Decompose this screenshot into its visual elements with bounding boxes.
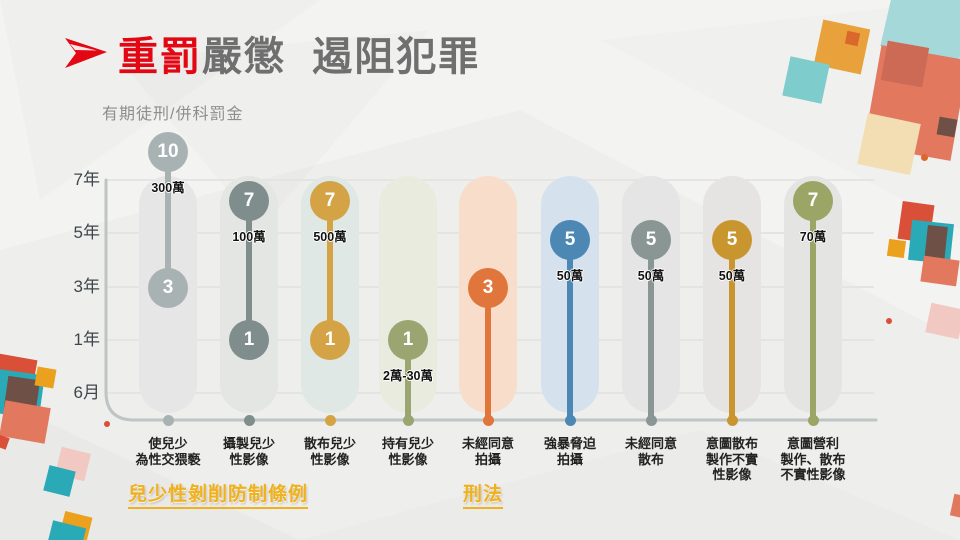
group-label-act: 兒少性剝削防制條例 xyxy=(118,479,318,509)
y-tick-label: 5年 xyxy=(73,223,100,242)
category-label: 持有兒少 性影像 xyxy=(360,436,456,467)
category-label: 未經同意 拍攝 xyxy=(440,436,536,467)
baseline-dot xyxy=(726,414,738,426)
decor-dot xyxy=(886,318,892,324)
fine-label: 50萬 xyxy=(718,269,746,283)
baseline-dot xyxy=(402,414,414,426)
y-tick-label: 1年 xyxy=(73,330,100,349)
column-stem xyxy=(327,201,333,340)
title-emphasis: 重罰 xyxy=(118,35,202,79)
fine-label: 50萬 xyxy=(637,269,665,283)
fine-label: 500萬 xyxy=(313,230,347,244)
max-years-bubble: 10 xyxy=(148,132,188,172)
max-years-bubble: 5 xyxy=(550,220,590,260)
category-label-line: 使兒少 xyxy=(148,436,188,451)
group-label-criminal-code: 刑法 xyxy=(433,479,533,509)
category-label-line: 未經同意 xyxy=(461,436,514,451)
baseline-dot xyxy=(645,414,657,426)
max-years-bubble: 7 xyxy=(229,181,269,221)
category-label-line: 攝製兒少 xyxy=(222,436,275,451)
title-rest: 嚴懲 遏阻犯罪 xyxy=(202,35,481,79)
column-stem xyxy=(165,152,171,288)
category-label-line: 性影像 xyxy=(310,451,350,467)
category-label-line: 性影像 xyxy=(388,451,428,467)
max-years-bubble: 3 xyxy=(468,268,508,308)
decor-dot xyxy=(104,421,110,427)
min-years-bubble: 1 xyxy=(310,320,350,360)
baseline-dot xyxy=(243,414,255,426)
category-label-line: 持有兒少 xyxy=(381,436,434,451)
category-label-line: 拍攝 xyxy=(474,451,501,467)
category-label-line: 為性交猥褻 xyxy=(135,451,201,467)
category-label-line: 性影像 xyxy=(229,451,269,467)
max-years-bubble: 1 xyxy=(388,320,428,360)
max-years-bubble: 5 xyxy=(631,220,671,260)
max-years-bubble: 7 xyxy=(310,181,350,221)
column-stem xyxy=(246,201,252,340)
baseline-dot xyxy=(482,414,494,426)
category-label: 攝製兒少 性影像 xyxy=(201,436,297,467)
category-label-line: 性影像 xyxy=(712,467,752,482)
category-label-line: 未經同意 xyxy=(624,436,677,451)
category-label: 使兒少 為性交猥褻 xyxy=(120,436,216,467)
category-label-line: 製作、散布 xyxy=(780,451,846,467)
category-label-line: 散布 xyxy=(637,451,664,467)
category-label: 意圖營利 製作、散布 不實性影像 xyxy=(765,436,861,483)
category-label-line: 不實性影像 xyxy=(780,467,846,482)
category-label-line: 散布兒少 xyxy=(303,436,356,451)
fine-label: 300萬 xyxy=(151,181,185,195)
y-tick-label: 7年 xyxy=(73,170,100,189)
column-stem xyxy=(567,240,573,420)
y-axis-title: 有期徒刑/併科罰金 xyxy=(102,106,244,123)
column-stem xyxy=(485,288,491,420)
arrow-bullet-icon xyxy=(65,38,107,68)
fine-label: 70萬 xyxy=(799,230,827,244)
page-title: 重罰嚴懲 遏阻犯罪 xyxy=(64,24,480,82)
baseline-dot xyxy=(807,414,819,426)
baseline-dot xyxy=(324,414,336,426)
min-years-bubble: 3 xyxy=(148,268,188,308)
category-label-line: 意圖營利 xyxy=(786,436,839,451)
category-label-line: 拍攝 xyxy=(556,451,583,467)
axis-line xyxy=(104,178,878,422)
category-label-line: 意圖散布 xyxy=(705,436,758,451)
baseline-dot xyxy=(162,414,174,426)
category-label: 未經同意 散布 xyxy=(603,436,699,467)
fine-label: 50萬 xyxy=(556,269,584,283)
column-stem xyxy=(648,240,654,420)
min-years-bubble: 1 xyxy=(229,320,269,360)
category-label-line: 強暴脅迫 xyxy=(543,436,596,451)
y-tick-label: 6月 xyxy=(73,383,100,402)
category-label: 意圖散布 製作不實 性影像 xyxy=(684,436,780,483)
column-stem xyxy=(810,201,816,420)
decor-dot xyxy=(921,154,928,161)
category-label-line: 製作不實 xyxy=(705,451,758,467)
category-label: 強暴脅迫 拍攝 xyxy=(522,436,618,467)
y-tick-label: 3年 xyxy=(73,277,100,296)
max-years-bubble: 5 xyxy=(712,220,752,260)
category-label: 散布兒少 性影像 xyxy=(282,436,378,467)
max-years-bubble: 7 xyxy=(793,181,833,221)
column-stem xyxy=(729,240,735,420)
fine-label: 2萬-30萬 xyxy=(382,369,434,383)
column-stem xyxy=(405,340,411,420)
fine-label: 100萬 xyxy=(232,230,266,244)
baseline-dot xyxy=(564,414,576,426)
